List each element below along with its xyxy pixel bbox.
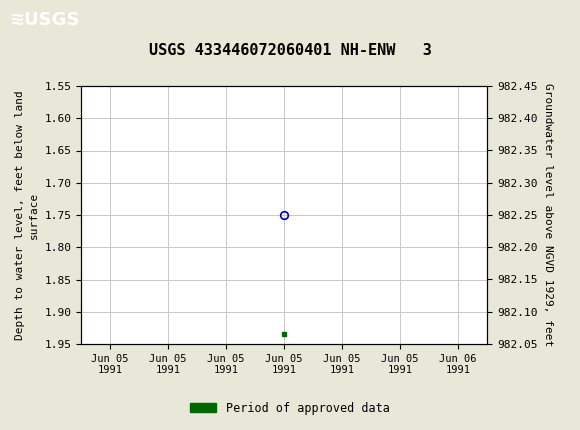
- Y-axis label: Groundwater level above NGVD 1929, feet: Groundwater level above NGVD 1929, feet: [543, 83, 553, 347]
- Legend: Period of approved data: Period of approved data: [186, 397, 394, 420]
- Text: ≋USGS: ≋USGS: [9, 10, 79, 28]
- Text: USGS 433446072060401 NH-ENW   3: USGS 433446072060401 NH-ENW 3: [148, 43, 432, 58]
- Y-axis label: Depth to water level, feet below land
surface: Depth to water level, feet below land su…: [15, 90, 39, 340]
